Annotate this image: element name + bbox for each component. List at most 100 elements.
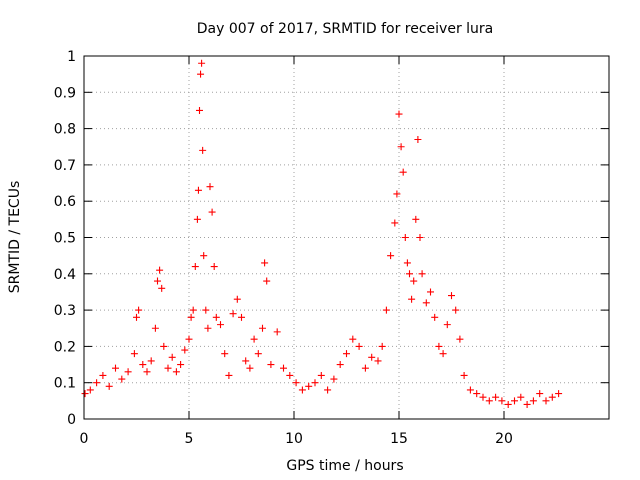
data-point (355, 342, 363, 350)
data-point (410, 277, 418, 285)
data-point (280, 364, 287, 372)
y-tick-label: 0.6 (54, 194, 76, 210)
data-point (204, 324, 212, 332)
data-point (427, 288, 434, 296)
x-tick-label: 15 (390, 431, 408, 447)
data-point (197, 70, 205, 78)
data-point (187, 313, 195, 321)
data-point (135, 306, 143, 314)
data-point (151, 324, 159, 332)
data-point (391, 219, 399, 227)
data-point (473, 390, 481, 398)
data-point (374, 357, 382, 365)
data-point (403, 259, 411, 267)
y-tick-label: 0.2 (54, 339, 76, 355)
data-point (112, 364, 119, 372)
data-point (548, 393, 556, 401)
data-point (133, 313, 140, 321)
data-point (81, 390, 89, 398)
data-point (452, 306, 460, 314)
chart-title: Day 007 of 2017, SRMTID for receiver lur… (197, 21, 494, 37)
data-point (387, 252, 395, 260)
data-point (212, 313, 220, 321)
data-point (555, 390, 563, 398)
data-point (343, 350, 350, 358)
plot-frame (83, 55, 610, 420)
data-point (139, 361, 147, 369)
data-point (378, 342, 386, 350)
data-point (479, 393, 487, 401)
data-point (225, 371, 233, 379)
data-point (267, 361, 275, 369)
data-point (233, 295, 241, 303)
data-point (504, 400, 512, 408)
data-point (198, 59, 206, 67)
data-point (229, 310, 237, 318)
y-tick-label: 0.8 (54, 122, 76, 138)
y-tick-label: 0.4 (54, 267, 76, 283)
data-point (485, 397, 493, 405)
data-point (160, 342, 168, 350)
y-tick-label: 0.3 (54, 303, 76, 319)
data-point (523, 400, 531, 408)
data-point (242, 357, 250, 365)
data-point (189, 306, 197, 314)
data-point (118, 375, 126, 383)
data-point (200, 252, 208, 260)
data-point (536, 390, 544, 398)
data-point (492, 393, 500, 401)
y-tick-label: 0.7 (54, 158, 76, 174)
data-point (147, 357, 155, 365)
data-point (208, 208, 216, 216)
data-point (317, 371, 325, 379)
data-point (191, 263, 199, 271)
data-point (431, 313, 439, 321)
data-point (154, 277, 161, 285)
data-point (416, 234, 424, 241)
data-point (238, 313, 245, 321)
data-point (460, 371, 468, 379)
data-point (194, 186, 202, 194)
data-point (261, 259, 269, 267)
data-point (395, 110, 403, 118)
data-point (399, 168, 407, 176)
data-point (273, 328, 281, 336)
data-point (181, 346, 189, 354)
data-point (305, 382, 313, 390)
data-point (246, 364, 254, 372)
data-point (210, 263, 218, 271)
data-point (217, 321, 224, 329)
data-point (164, 364, 172, 372)
data-point (414, 135, 422, 143)
data-point (254, 350, 262, 358)
x-axis-label: GPS time / hours (286, 458, 403, 474)
data-point (124, 368, 132, 376)
data-point (221, 350, 229, 358)
data-point (401, 234, 409, 241)
data-point (199, 146, 207, 154)
data-point (105, 382, 113, 390)
data-point (93, 379, 101, 387)
data-point (143, 368, 151, 376)
data-point (408, 295, 416, 303)
data-point (466, 386, 474, 394)
data-point (250, 335, 258, 343)
data-point (263, 277, 271, 285)
data-point (206, 183, 214, 191)
data-point (177, 361, 185, 369)
data-point (542, 397, 550, 405)
y-tick-label: 0 (67, 412, 76, 428)
data-point (286, 371, 294, 379)
x-tick-label: 5 (185, 431, 194, 447)
grid-lines (84, 56, 609, 419)
data-point (158, 284, 166, 292)
data-point (511, 397, 518, 405)
data-point (292, 379, 300, 387)
data-point (259, 324, 266, 332)
data-point (185, 335, 193, 343)
y-tick-label: 0.5 (54, 231, 76, 247)
data-point (439, 350, 447, 358)
data-point (349, 335, 357, 343)
data-point (86, 386, 94, 394)
